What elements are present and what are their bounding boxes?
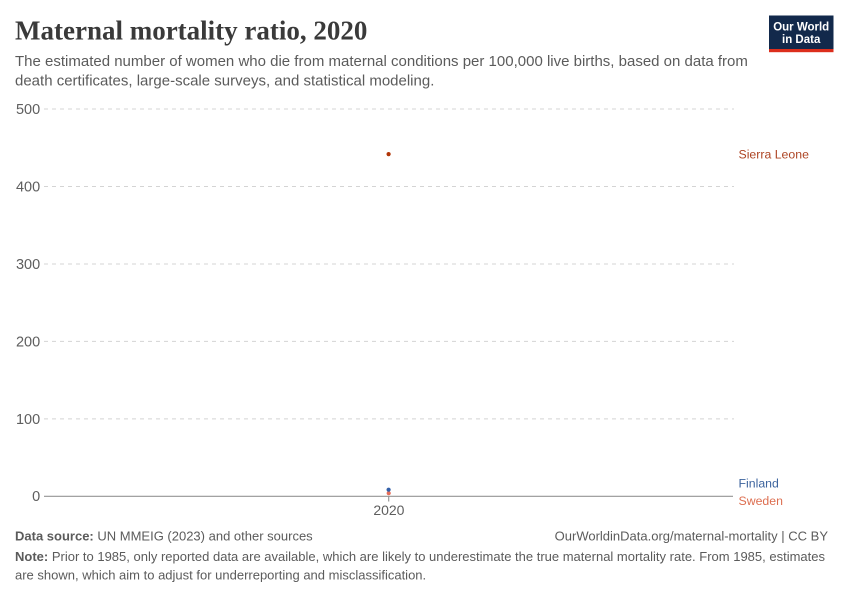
svg-text:Note: Prior to 1985, only repo: Note: Prior to 1985, only reported data …: [15, 549, 825, 564]
svg-text:200: 200: [16, 334, 40, 350]
svg-text:Sierra Leone: Sierra Leone: [739, 148, 810, 162]
svg-text:0: 0: [32, 489, 40, 505]
svg-text:2020: 2020: [373, 502, 404, 518]
svg-text:are shown, which aim to adjust: are shown, which aim to adjust for under…: [15, 567, 426, 582]
svg-text:Our World: Our World: [773, 22, 829, 34]
svg-text:400: 400: [16, 179, 40, 195]
svg-text:OurWorldinData.org/maternal-mo: OurWorldinData.org/maternal-mortality | …: [555, 528, 829, 543]
svg-text:Sweden: Sweden: [739, 494, 784, 508]
svg-text:Maternal mortality ratio, 2020: Maternal mortality ratio, 2020: [15, 16, 367, 46]
svg-text:in Data: in Data: [782, 34, 821, 46]
svg-text:Finland: Finland: [739, 476, 779, 490]
svg-text:100: 100: [16, 412, 40, 428]
svg-text:300: 300: [16, 257, 40, 273]
svg-text:The estimated number of women: The estimated number of women who die fr…: [15, 53, 748, 70]
svg-text:Data source: UN MMEIG (2023) a: Data source: UN MMEIG (2023) and other s…: [15, 528, 313, 543]
svg-text:death certificates, large-scal: death certificates, large-scale surveys,…: [15, 73, 434, 90]
svg-text:500: 500: [16, 102, 40, 118]
